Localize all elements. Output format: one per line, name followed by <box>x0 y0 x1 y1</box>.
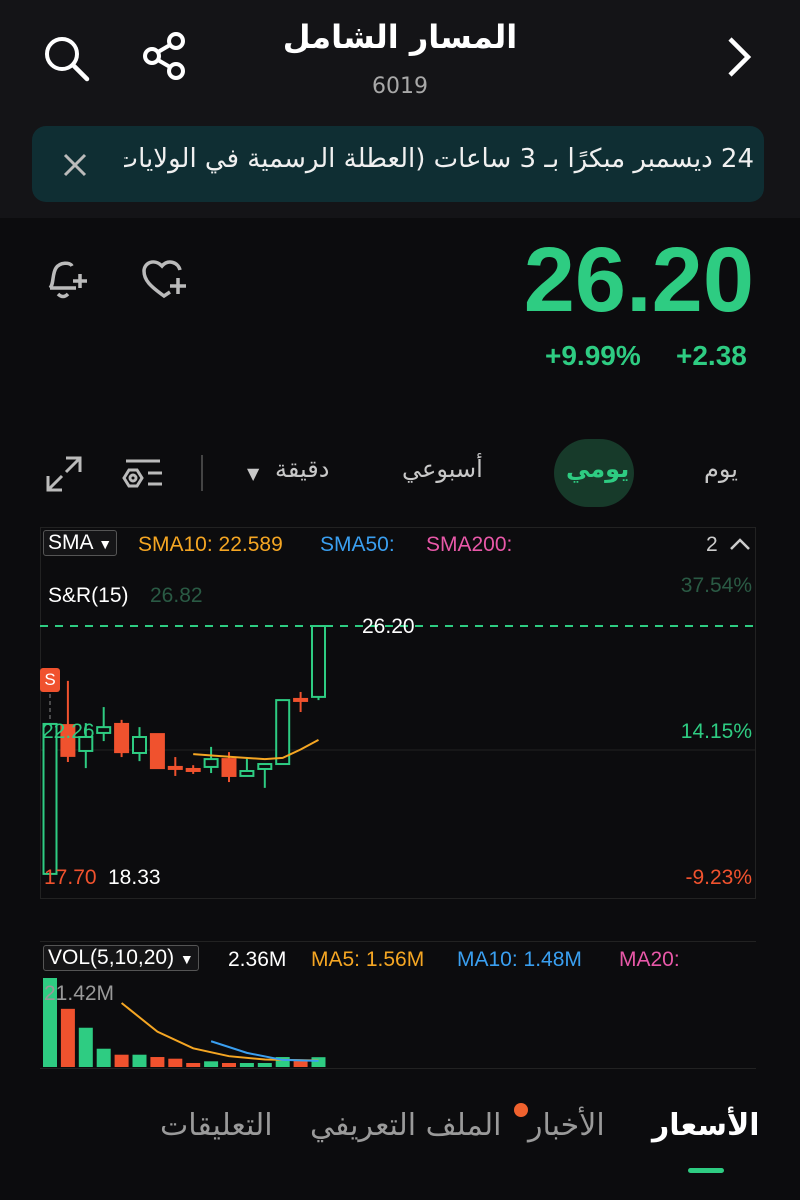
indicator-label: SMA <box>48 531 93 554</box>
candle-body <box>96 726 112 734</box>
notice-text: 24 ديسمبر مبكرًا بـ 3 ساعات (العطلة الرس… <box>124 144 754 174</box>
bell-plus-icon[interactable] <box>42 252 94 304</box>
volume-bar <box>275 1057 290 1067</box>
candle-body <box>149 733 165 770</box>
candle-body <box>293 697 309 702</box>
close-icon[interactable] <box>62 152 88 178</box>
low-price-label: 17.70 <box>44 866 97 889</box>
tab-daily[interactable]: يومي <box>566 455 630 483</box>
candle-body <box>185 767 201 772</box>
candle-body <box>275 699 291 766</box>
volume-bar <box>78 1027 93 1067</box>
tab-comments[interactable]: التعليقات <box>160 1108 273 1143</box>
legend-ma20: MA20: <box>619 948 680 971</box>
candle-body <box>78 736 94 752</box>
ma5-line <box>120 1002 319 1062</box>
volume-bar <box>293 1061 308 1067</box>
volume-chart[interactable] <box>40 941 756 1069</box>
tab-prices[interactable]: الأسعار <box>652 1108 760 1143</box>
last-price-label: 26.20 <box>362 615 415 638</box>
low-mark-label: 18.33 <box>108 866 161 889</box>
axis-low-pct: -9.23% <box>685 866 752 889</box>
indicator-settings-icon[interactable] <box>120 456 166 492</box>
sma10-line <box>193 739 319 761</box>
chevron-right-icon[interactable] <box>722 34 756 80</box>
sr-label: S&R(15) <box>48 584 129 607</box>
search-icon[interactable] <box>40 32 92 84</box>
volume-bar <box>43 978 57 1067</box>
legend-ma10: MA10: 1.48M <box>457 948 582 971</box>
indicator-count[interactable]: 2 <box>706 533 718 556</box>
volume-bar <box>222 1063 236 1067</box>
axis-top-price: 26.82 <box>150 584 203 607</box>
tab-day[interactable]: يوم <box>704 455 738 483</box>
candle-body <box>239 770 255 777</box>
tab-weekly[interactable]: أسبوعي <box>402 455 483 483</box>
candle-body <box>221 758 237 777</box>
candle-body <box>257 763 273 770</box>
candle-body <box>203 758 219 768</box>
selected-period-bg <box>554 439 634 507</box>
volume-bar <box>257 1063 272 1067</box>
legend-sma200: SMA200: <box>426 533 513 556</box>
volume-indicator-label: VOL(5,10,20) <box>48 946 175 969</box>
volume-bar <box>204 1061 219 1067</box>
candle-body <box>311 625 326 698</box>
divider <box>201 455 203 491</box>
volume-bar <box>96 1048 111 1067</box>
axis-mid-pct: 14.15% <box>680 720 752 743</box>
ma10-line <box>210 1040 319 1062</box>
volume-bar <box>239 1063 254 1067</box>
heart-plus-icon[interactable] <box>140 254 192 302</box>
share-icon[interactable] <box>140 30 192 82</box>
volume-bar <box>168 1058 183 1067</box>
last-price: 26.20 <box>523 229 754 331</box>
page-title: المسار الشامل <box>282 18 518 56</box>
dropdown-arrow-icon[interactable]: ▼ <box>247 464 260 483</box>
tab-minute[interactable]: دقيقة <box>275 455 330 483</box>
volume-bar <box>150 1057 165 1067</box>
volume-bar <box>60 1008 75 1067</box>
volume-bar <box>114 1054 129 1067</box>
candle-body <box>60 724 76 757</box>
legend-vol: 2.36M <box>228 948 287 971</box>
volume-bar <box>186 1063 201 1067</box>
sell-signal-badge[interactable]: S <box>40 668 60 692</box>
indicator-select[interactable]: SMA ▼ <box>43 530 118 556</box>
notice-banner[interactable]: 24 ديسمبر مبكرًا بـ 3 ساعات (العطلة الرس… <box>32 126 764 202</box>
mid-price-label: 22.26 <box>42 720 95 743</box>
active-tab-indicator <box>688 1168 724 1173</box>
volume-bar <box>311 1057 326 1067</box>
candle-body <box>114 722 130 754</box>
expand-icon[interactable] <box>44 454 84 494</box>
candle-body <box>132 736 147 754</box>
news-dot-badge <box>514 1103 528 1117</box>
legend-ma5: MA5: 1.56M <box>311 948 425 971</box>
volume-max-label: 21.42M <box>44 982 115 1005</box>
legend-sma10: SMA10: 22.589 <box>138 533 283 556</box>
tab-profile[interactable]: الملف التعريفي <box>310 1108 502 1143</box>
tab-news[interactable]: الأخبار <box>528 1108 605 1143</box>
axis-top-pct: 37.54% <box>680 574 752 597</box>
change-percent: +9.99% <box>545 340 641 371</box>
legend-sma50: SMA50: <box>320 533 395 556</box>
volume-indicator-select[interactable]: VOL(5,10,20) ▼ <box>43 945 199 971</box>
volume-bar <box>132 1054 147 1067</box>
change-value: +2.38 <box>676 340 747 371</box>
stock-code: 6019 <box>372 74 428 99</box>
price-chart[interactable] <box>40 527 756 899</box>
candle-body <box>167 765 183 770</box>
candle-body <box>42 722 58 875</box>
chevron-up-icon[interactable] <box>728 536 752 552</box>
